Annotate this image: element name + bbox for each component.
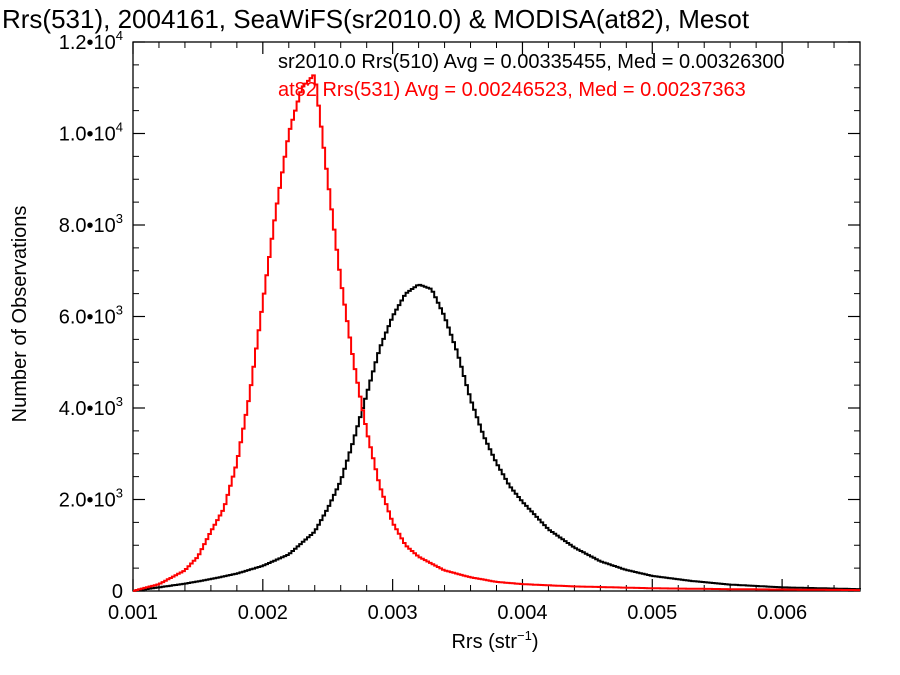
y-tick-label-exponent: 3 <box>116 394 123 409</box>
x-tick-label: 0.006 <box>757 602 807 624</box>
y-tick-label: 0 <box>112 581 123 603</box>
y-tick-label-exponent: 3 <box>116 211 123 226</box>
y-tick-label-mantissa: 0 <box>112 581 123 603</box>
x-axis-label: Rrs (str−1) <box>451 628 538 653</box>
y-axis-label: Number of Observations <box>9 206 31 423</box>
chart-title: Rrs(531), 2004161, SeaWiFS(sr2010.0) & M… <box>2 4 750 34</box>
y-tick-label-mantissa: 4.0•10 <box>59 398 116 420</box>
y-axis-ticks: 02.0•1034.0•1036.0•1038.0•1031.0•1041.2•… <box>59 28 860 603</box>
x-tick-label: 0.002 <box>238 602 288 624</box>
x-tick-label: 0.005 <box>627 602 677 624</box>
x-axis-label-close: ) <box>532 631 539 653</box>
y-tick-label-mantissa: 1.0•10 <box>59 124 116 146</box>
y-tick-label: 4.0•103 <box>59 394 123 420</box>
y-tick-label-mantissa: 6.0•10 <box>59 307 116 329</box>
plot-border <box>132 41 861 592</box>
y-tick-label: 6.0•103 <box>59 303 123 329</box>
y-tick-label-exponent: 3 <box>116 486 123 501</box>
y-tick-label-exponent: 3 <box>116 303 123 318</box>
x-axis-ticks: 0.001 0.002 0.003 0.004 0.005 0.006 <box>108 42 861 624</box>
annotation-red: at82 Rrs(531) Avg = 0.00246523, Med = 0.… <box>278 79 746 101</box>
annotation-black: sr2010.0 Rrs(510) Avg = 0.00335455, Med … <box>278 51 785 73</box>
y-tick-label: 1.2•104 <box>59 28 123 54</box>
series-layer <box>133 74 861 592</box>
x-tick-label: 0.001 <box>108 602 158 624</box>
x-axis-label-text: Rrs (str <box>451 631 517 653</box>
x-axis-label-sup: −1 <box>517 628 532 643</box>
x-tick-label: 0.004 <box>497 602 547 624</box>
y-tick-label: 2.0•103 <box>59 486 123 512</box>
y-tick-label-mantissa: 8.0•10 <box>59 215 116 237</box>
series-line-1 <box>133 74 860 592</box>
y-tick-label-mantissa: 1.2•10 <box>59 32 116 54</box>
y-tick-label-exponent: 4 <box>116 28 123 43</box>
y-tick-label: 8.0•103 <box>59 211 123 237</box>
x-tick-label: 0.003 <box>368 602 418 624</box>
y-tick-label: 1.0•104 <box>59 120 123 146</box>
y-tick-label-exponent: 4 <box>116 120 123 135</box>
plot-frame <box>132 41 861 592</box>
series-line-0 <box>133 283 861 592</box>
y-tick-label-mantissa: 2.0•10 <box>59 490 116 512</box>
